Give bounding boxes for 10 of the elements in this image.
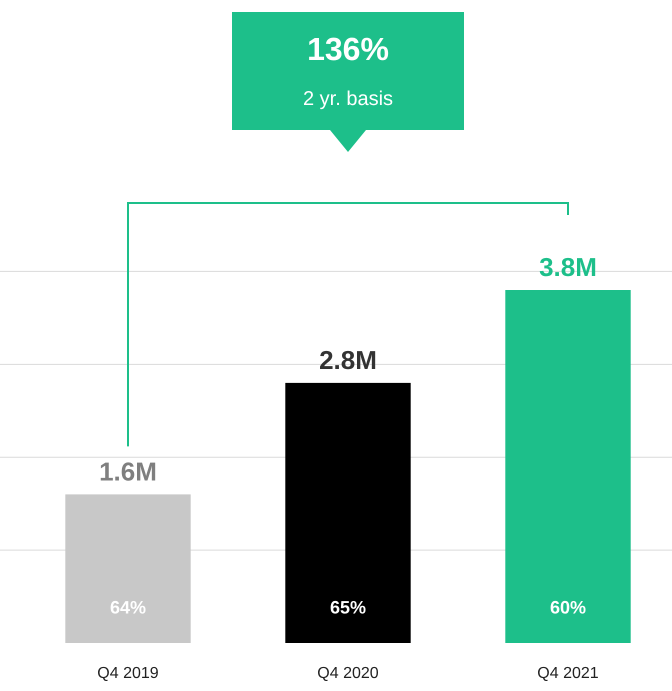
x-tick-label: Q4 2021	[537, 665, 599, 682]
annotation: 60%	[550, 597, 586, 618]
data-label: 1.6M	[99, 456, 157, 486]
annotation: 65%	[330, 597, 366, 618]
text: 136%	[307, 31, 389, 67]
data-label: 2.8M	[319, 344, 377, 375]
x-tick-label: Q4 2019	[97, 665, 159, 682]
text: 2 yr. basis	[302, 88, 394, 110]
data-label: 3.8M	[539, 252, 597, 282]
x-tick-label: Q4 2020	[317, 665, 379, 682]
